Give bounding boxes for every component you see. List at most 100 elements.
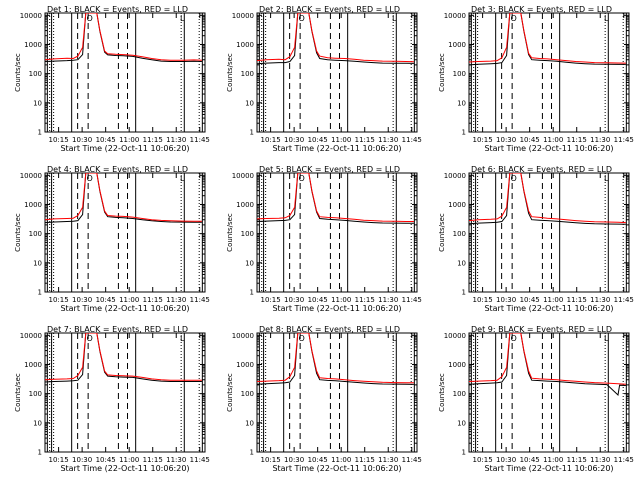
y-axis-title: Counts/sec — [14, 373, 22, 412]
y-tick-label: 1000 — [236, 361, 254, 369]
y-tick-label: 100 — [241, 70, 254, 78]
panel-det-9: Det 9: BLACK = Events, RED = LLD 1 10 100 10… — [438, 325, 634, 473]
y-tick-label: 1000 — [236, 201, 254, 209]
y-tick-label: 1 — [38, 449, 42, 457]
panel-title: Det 6: BLACK = Events, RED = LLD — [471, 165, 612, 174]
series-lld-line — [45, 333, 202, 381]
x-axis-title: Start Time (22-Oct-11 10:06:20) — [272, 464, 401, 473]
marker-circle-label: O — [87, 14, 93, 23]
plot-frame — [44, 332, 206, 453]
y-axis-title: Counts/sec — [226, 373, 234, 412]
series-lld-line — [257, 333, 414, 384]
series-events-line — [469, 333, 626, 397]
y-tick-label: 10 — [457, 99, 466, 107]
x-tick-label: 11:30 — [166, 136, 186, 144]
plot-frame — [468, 172, 630, 293]
x-tick-label: 10:45 — [96, 136, 116, 144]
y-tick-label: 1 — [38, 289, 42, 297]
x-tick-label: 10:30 — [72, 456, 92, 464]
marker-circle-label: O — [87, 334, 93, 343]
marker-box-label: L — [392, 334, 397, 343]
panel-title: Det 4: BLACK = Events, RED = LLD — [47, 165, 188, 174]
x-tick-label: 10:30 — [496, 136, 516, 144]
marker-circle-label: O — [511, 14, 517, 23]
x-tick-label: 10:15 — [473, 296, 493, 304]
y-tick-label: 1 — [250, 289, 254, 297]
x-tick-label: 10:15 — [261, 456, 281, 464]
x-tick-label: 11:00 — [543, 296, 563, 304]
series-events-line — [257, 13, 414, 65]
x-tick-label: 11:45 — [190, 456, 210, 464]
series-events-line — [469, 173, 626, 225]
y-tick-label: 1000 — [24, 201, 42, 209]
x-tick-label: 11:15 — [143, 456, 163, 464]
series-events-line — [45, 173, 202, 224]
series-lld-line — [257, 13, 414, 63]
x-tick-label: 11:15 — [355, 296, 375, 304]
series-events-line — [469, 13, 626, 66]
x-tick-label: 11:45 — [614, 296, 634, 304]
plot-frame — [44, 12, 206, 133]
x-tick-label: 11:15 — [143, 296, 163, 304]
x-tick-label: 11:30 — [378, 296, 398, 304]
marker-box-label: L — [180, 334, 185, 343]
y-tick-label: 10000 — [20, 332, 42, 340]
marker-circle-label: O — [299, 174, 305, 183]
x-tick-label: 10:45 — [520, 296, 540, 304]
x-tick-label: 11:30 — [378, 456, 398, 464]
y-tick-label: 10000 — [20, 172, 42, 180]
series-events-line — [257, 333, 414, 385]
x-tick-label: 10:30 — [284, 136, 304, 144]
y-tick-label: 10000 — [444, 12, 466, 20]
series-lld-line — [257, 173, 414, 222]
y-tick-label: 10000 — [444, 332, 466, 340]
series-lld-line — [469, 333, 626, 385]
plot-frame — [256, 332, 418, 453]
panel-det-4: Det 4: BLACK = Events, RED = LLD 1 10 100 10… — [14, 165, 210, 313]
x-tick-label: 11:30 — [590, 456, 610, 464]
marker-circle-label: O — [299, 334, 305, 343]
y-tick-label: 1 — [462, 129, 466, 137]
y-tick-label: 100 — [29, 230, 42, 238]
x-tick-label: 10:15 — [49, 136, 69, 144]
x-tick-label: 11:45 — [190, 136, 210, 144]
marker-box-label: L — [604, 334, 609, 343]
x-tick-label: 10:15 — [49, 456, 69, 464]
marker-circle-label: O — [511, 174, 517, 183]
x-tick-label: 11:30 — [166, 456, 186, 464]
x-tick-label: 11:15 — [567, 136, 587, 144]
y-tick-label: 100 — [29, 70, 42, 78]
y-axis-title: Counts/sec — [226, 213, 234, 252]
x-tick-label: 11:15 — [355, 456, 375, 464]
x-axis-title: Start Time (22-Oct-11 10:06:20) — [60, 144, 189, 153]
x-axis-title: Start Time (22-Oct-11 10:06:20) — [60, 464, 189, 473]
x-tick-label: 11:00 — [119, 136, 139, 144]
panel-title: Det 3: BLACK = Events, RED = LLD — [471, 5, 612, 14]
x-tick-label: 11:00 — [119, 456, 139, 464]
y-tick-label: 10000 — [232, 172, 254, 180]
x-axis-title: Start Time (22-Oct-11 10:06:20) — [484, 464, 613, 473]
x-tick-label: 11:30 — [590, 136, 610, 144]
y-tick-label: 1000 — [24, 361, 42, 369]
x-tick-label: 11:00 — [543, 136, 563, 144]
x-tick-label: 11:15 — [355, 136, 375, 144]
panel-det-7: Det 7: BLACK = Events, RED = LLD 1 10 100 10… — [14, 325, 210, 473]
x-tick-label: 11:15 — [143, 136, 163, 144]
panel-det-5: Det 5: BLACK = Events, RED = LLD 1 10 100 10… — [226, 165, 422, 313]
y-tick-label: 10 — [245, 99, 254, 107]
y-axis-title: Counts/sec — [438, 373, 446, 412]
x-tick-label: 10:45 — [308, 296, 328, 304]
y-axis-title: Counts/sec — [14, 53, 22, 92]
x-axis-title: Start Time (22-Oct-11 10:06:20) — [272, 144, 401, 153]
y-tick-label: 100 — [29, 390, 42, 398]
x-axis-title: Start Time (22-Oct-11 10:06:20) — [484, 304, 613, 313]
y-axis-title: Counts/sec — [14, 213, 22, 252]
series-lld-line — [45, 173, 202, 222]
panel-det-6: Det 6: BLACK = Events, RED = LLD 1 10 100 10… — [438, 165, 634, 313]
x-tick-label: 10:45 — [96, 456, 116, 464]
x-tick-label: 11:45 — [402, 296, 422, 304]
y-tick-label: 10 — [33, 419, 42, 427]
x-tick-label: 10:15 — [261, 296, 281, 304]
panel-title: Det 9: BLACK = Events, RED = LLD — [471, 325, 612, 334]
